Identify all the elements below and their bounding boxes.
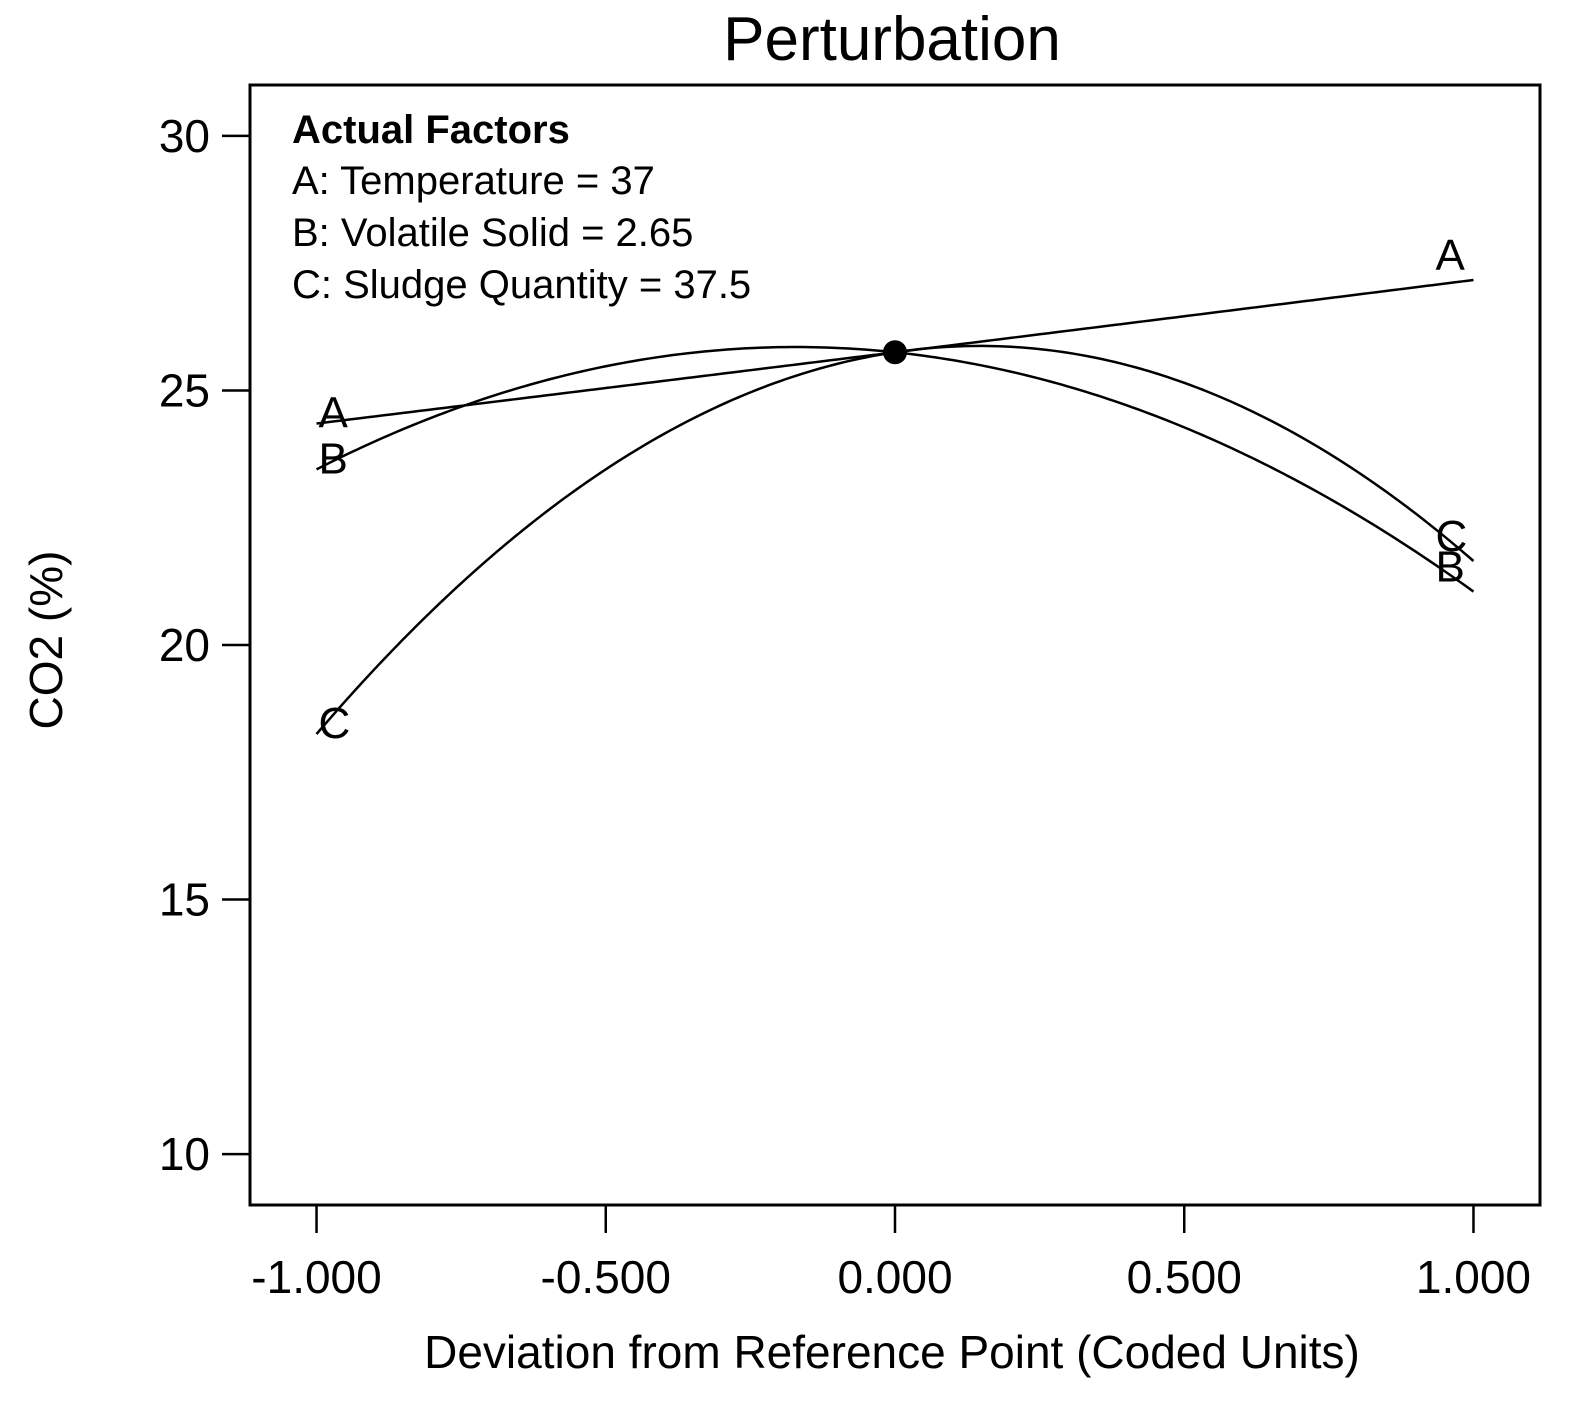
x-tick-label: 0.000 xyxy=(837,1251,952,1303)
y-tick-label: 30 xyxy=(159,110,210,162)
y-tick-label: 10 xyxy=(159,1128,210,1180)
factor-c-line: C: Sludge Quantity = 37.5 xyxy=(292,263,751,307)
x-tick-label: 0.500 xyxy=(1127,1251,1242,1303)
y-axis-title: CO2 (%) xyxy=(20,551,72,730)
curve-label-a-left: A xyxy=(319,389,349,438)
curve-label-c-right: C xyxy=(1435,512,1467,561)
y-axis: 10 15 20 25 30 xyxy=(159,110,250,1180)
x-axis-title: Deviation from Reference Point (Coded Un… xyxy=(424,1326,1360,1378)
series-c-curve xyxy=(315,344,1475,735)
x-tick-label: -1.000 xyxy=(251,1251,381,1303)
x-tick-label: 1.000 xyxy=(1416,1251,1531,1303)
curve-label-c-left: C xyxy=(319,699,351,748)
factor-b-line: B: Volatile Solid = 2.65 xyxy=(292,211,693,255)
factor-a-line: A: Temperature = 37 xyxy=(292,159,655,203)
x-axis: -1.000 -0.500 0.000 0.500 1.000 xyxy=(251,1205,1531,1303)
series-b-curve xyxy=(315,345,1475,593)
y-tick-label: 20 xyxy=(159,619,210,671)
y-tick-label: 25 xyxy=(159,364,210,416)
curve-label-a-right: A xyxy=(1435,231,1465,280)
reference-point-marker xyxy=(883,340,907,365)
x-tick-label: -0.500 xyxy=(541,1251,671,1303)
curve-label-b-left: B xyxy=(319,434,348,483)
y-tick-label: 15 xyxy=(159,874,210,926)
actual-factors-legend: Actual Factors A: Temperature = 37 B: Vo… xyxy=(292,108,751,307)
chart-title: Perturbation xyxy=(723,5,1061,74)
curve-label-b-right: B xyxy=(1435,543,1464,592)
actual-factors-heading: Actual Factors xyxy=(292,108,570,152)
